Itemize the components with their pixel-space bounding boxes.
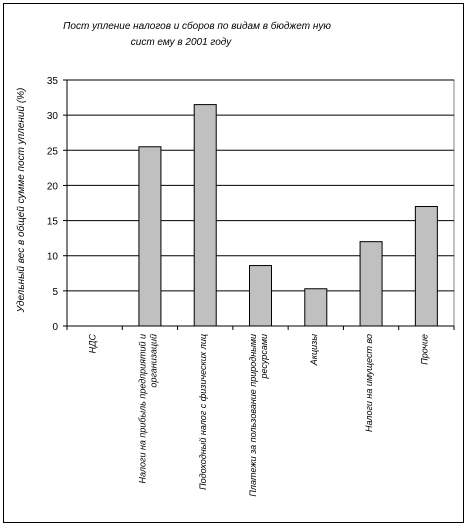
x-category-label: Прочие xyxy=(419,334,429,365)
x-category-label: НДС xyxy=(88,334,98,354)
plot-area: 0 5 10 15 20 25 30 35 НДС Налоги на прибыль предп… xyxy=(47,76,455,497)
x-category-label: Подоходный налог с физических лиц xyxy=(198,334,208,490)
x-category-label: Платежи за пользование природными xyxy=(248,334,258,497)
y-tick-label: 35 xyxy=(47,76,59,87)
x-category-label: Акцизы xyxy=(309,334,319,367)
bar xyxy=(359,241,383,327)
y-axis-label: Удельный вес в общей сумме пост уплений … xyxy=(15,88,27,314)
chart-title-line-2: сист ему в 2001 году xyxy=(131,37,232,48)
y-tick-label: 10 xyxy=(47,252,59,263)
x-category-label: Налоги на имущест во xyxy=(364,334,374,432)
bar xyxy=(138,146,162,327)
y-tick-label: 5 xyxy=(52,287,58,298)
y-tick-label: 0 xyxy=(52,322,58,333)
y-tick-label: 25 xyxy=(47,146,59,157)
y-tick-label: 20 xyxy=(47,181,59,192)
y-tick-label: 15 xyxy=(47,217,59,228)
x-category-label: ресурсами xyxy=(259,334,269,380)
bar xyxy=(414,206,438,327)
chart-title-line-1: Пост упление налогов и сборов по видам в… xyxy=(63,20,331,32)
x-category-label: организаций xyxy=(148,334,158,388)
x-category-label: Налоги на прибыль предприятий и xyxy=(137,334,147,483)
bar xyxy=(304,288,328,327)
bar xyxy=(249,265,272,327)
bar xyxy=(193,104,217,327)
y-tick-label: 30 xyxy=(47,111,59,122)
